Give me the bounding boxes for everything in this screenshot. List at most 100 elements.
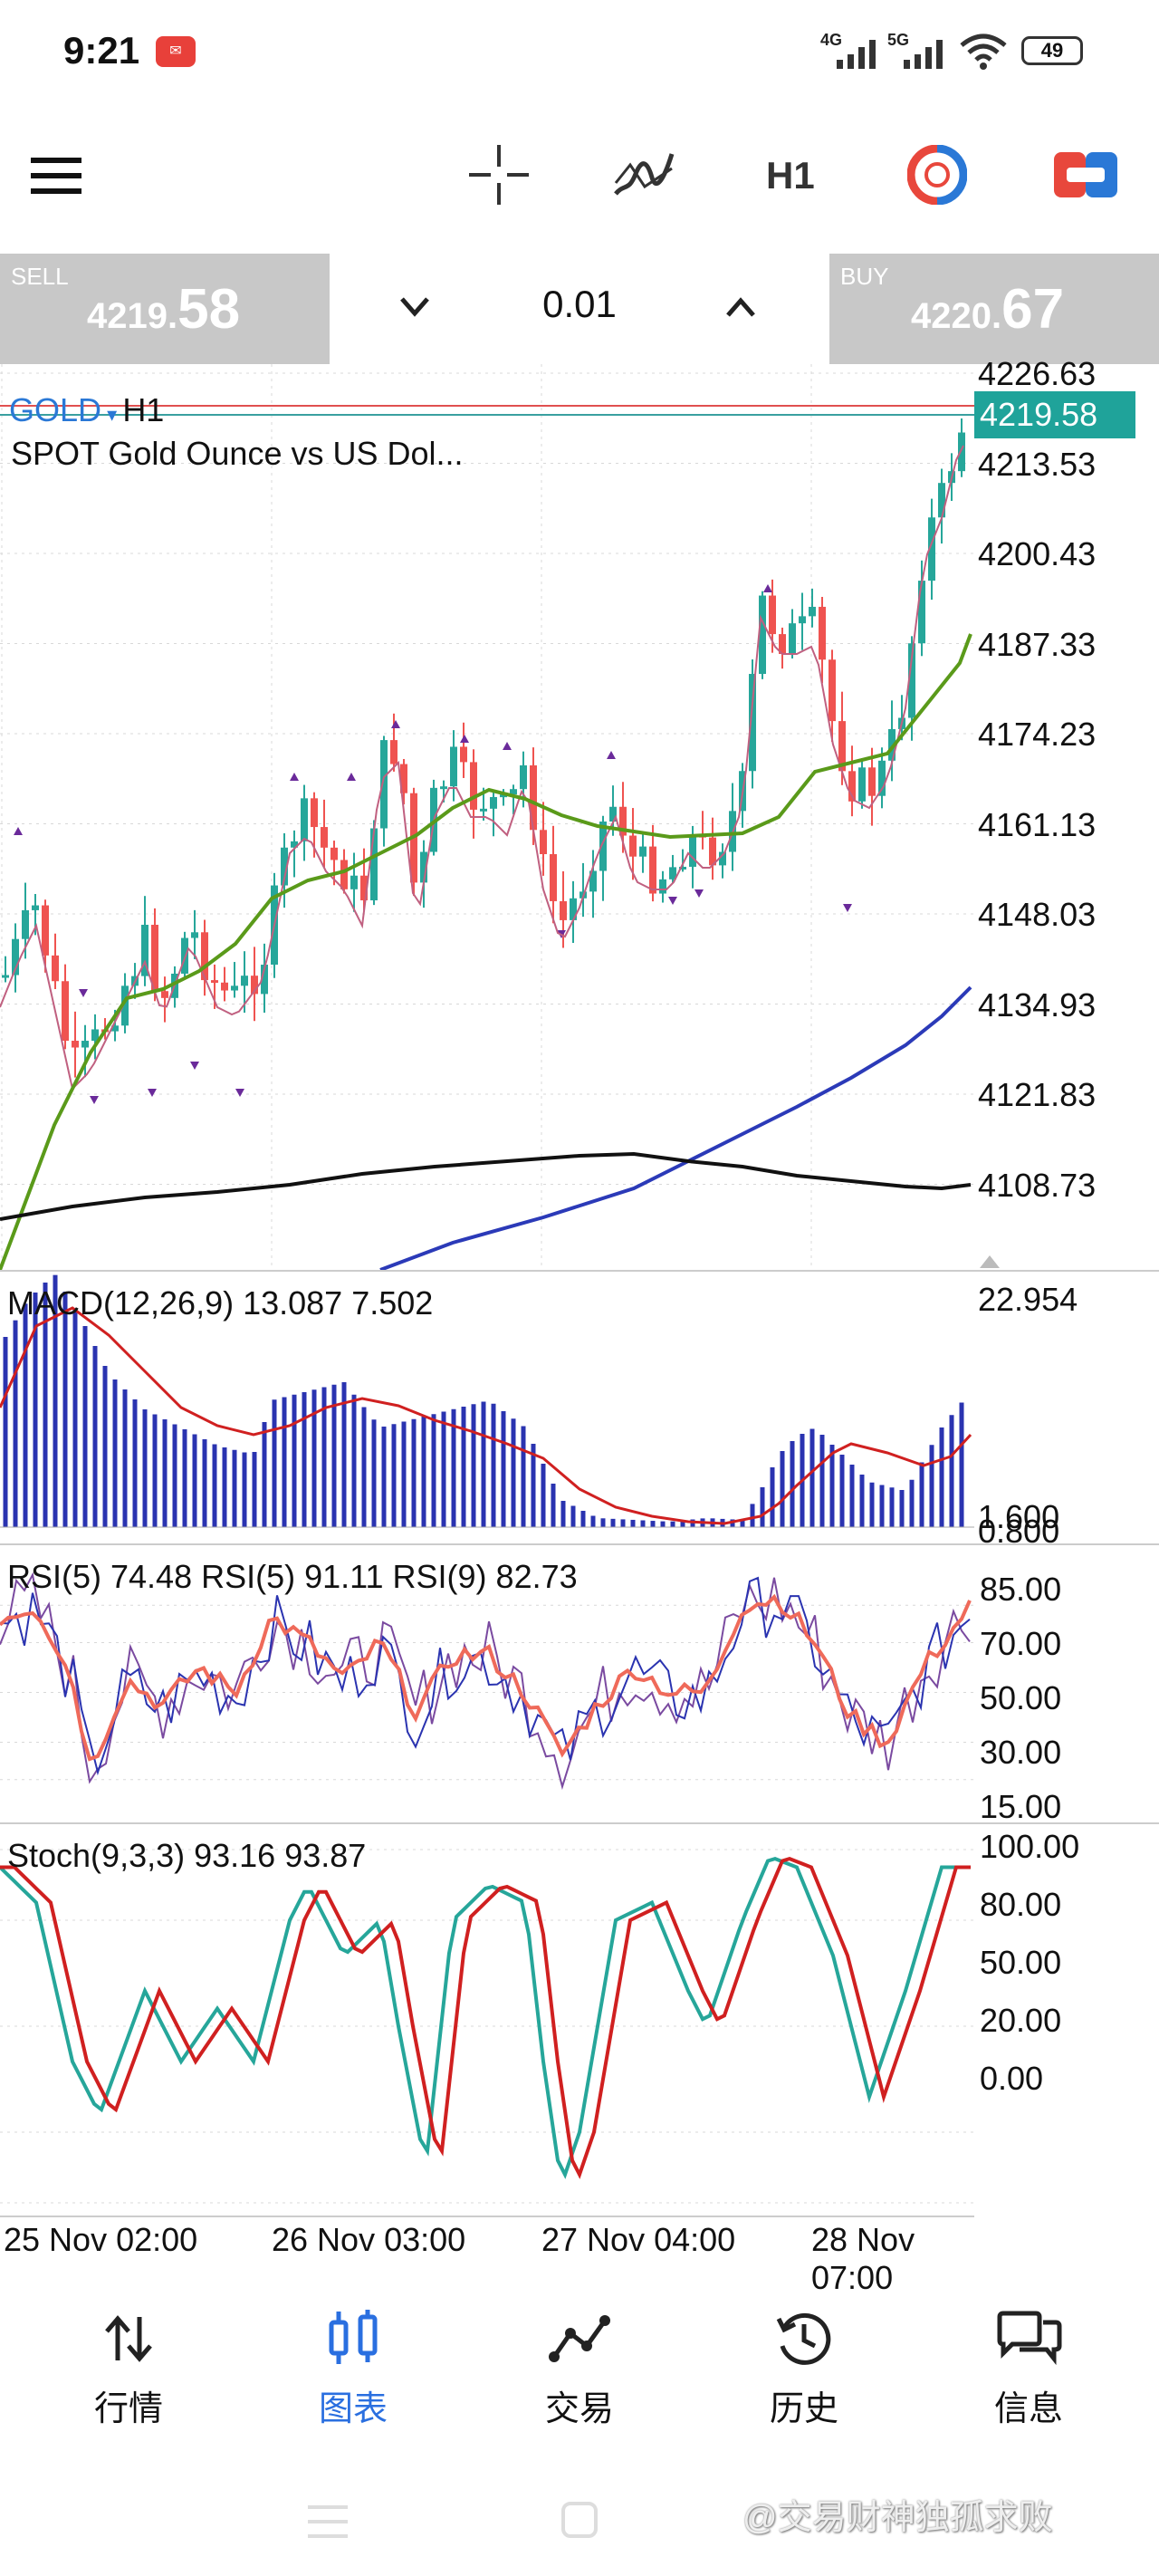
macd-histogram-bar [242,1452,247,1527]
candle-body [330,847,338,860]
rsi-plot [0,1572,974,1791]
sell-button[interactable]: SELL 4219.58 [0,254,330,364]
macd-histogram-bar [33,1293,38,1527]
lot-size-input[interactable]: 0.01 [542,283,617,325]
macd-histogram-bar [272,1399,277,1527]
stoch-panel[interactable]: Stoch(9,3,3) 93.16 93.87 100.00 80.00 50.0… [0,1822,1159,2223]
symbol-label[interactable]: GOLD [9,391,102,428]
nav-history[interactable]: 历史 [714,2264,895,2446]
one-click-trade-icon[interactable] [907,145,967,205]
macd-histogram-bar [541,1464,546,1527]
candle-body [460,746,467,763]
macd-axis-label: 1.600 [978,1498,1060,1535]
rsi-fast-line [0,1572,971,1791]
price-axis[interactable]: 4226.63 4213.53 4200.43 4187.33 4174.23 4161.… [976,355,1159,1270]
candle-body [560,900,567,920]
buy-button[interactable]: BUY 4220.67 [829,254,1159,364]
nav-label: 行情 [93,2390,163,2428]
nav-chart[interactable]: 图表 [263,2264,444,2446]
macd-histogram-bar [859,1475,865,1527]
fractal-marker [503,742,512,750]
rsi-slow-line [0,1593,972,1762]
timeframe-button[interactable]: H1 [766,154,815,197]
status-time: 9:21 [63,29,140,72]
candle-body [908,643,915,718]
quotes-arrows-icon [105,2315,152,2362]
macd-histogram-bar [182,1429,187,1527]
macd-histogram-bar [670,1521,675,1527]
candle-body [370,828,378,901]
symbol-header[interactable]: GOLD ▾ H1 [9,391,165,428]
candle-body [111,1025,119,1032]
home-icon[interactable] [560,2500,599,2540]
macd-panel[interactable]: MACD(12,26,9) 13.087 7.502 22.954 1.600 … [0,1270,1159,1550]
candle-body [450,746,457,787]
rsi-panel[interactable]: RSI(5) 74.48 RSI(5) 91.11 RSI(9) 82.73 8… [0,1543,1159,1825]
macd-histogram-bar [331,1384,337,1527]
rsi-axis-label: 85.00 [980,1571,1062,1608]
signal-bars-icon [837,40,876,69]
candle-body [32,905,39,910]
candle-body [231,985,238,991]
time-axis[interactable]: 25 Nov 02:00 26 Nov 03:00 27 Nov 04:00 2… [0,2216,974,2296]
rsi-axis-label: 70.00 [980,1625,1062,1662]
candle-body [759,595,766,675]
price-axis-label: 4134.93 [978,985,1097,1024]
macd-histogram-bar [491,1403,496,1527]
indicators-icon[interactable] [612,147,675,203]
macd-histogram-bar [142,1409,148,1527]
candle-body [589,870,597,892]
macd-histogram-bar [421,1417,426,1527]
fractal-marker [763,584,772,592]
candle-body [779,634,786,655]
ma-slow-line [379,985,972,1270]
price-chart[interactable]: GOLD ▾ H1 SPOT Gold Ounce vs US Dol... 4… [0,355,1159,1270]
rsi-axis-label: 50.00 [980,1679,1062,1716]
nav-trade[interactable]: 交易 [489,2264,670,2446]
macd-axis-label: 22.954 [978,1281,1078,1318]
chart-timeframe-label: H1 [122,391,165,428]
price-axis-label: 4213.53 [978,445,1097,483]
candle-body [928,517,935,582]
macd-histogram-bar [401,1421,407,1527]
price-axis-label: 4174.23 [978,716,1097,753]
price-axis-label: 4161.13 [978,805,1097,843]
network-4g-label: 4G [820,31,843,49]
crosshair-icon[interactable] [469,145,529,205]
fractal-marker [290,773,299,781]
candle-body [799,616,806,624]
chart-toolbar: H1 [0,118,1159,235]
recent-apps-icon[interactable] [306,2502,350,2542]
price-axis-label: 4187.33 [978,625,1097,663]
chevron-up-icon[interactable] [724,295,757,319]
macd-histogram-bar [939,1427,944,1527]
candle-body [420,851,427,883]
symbol-description: SPOT Gold Ounce vs US Dol... [11,435,464,472]
candle-body [380,740,388,829]
candle-body [42,905,49,956]
nav-messages[interactable]: 信息 [938,2264,1119,2446]
buy-price: 4220.67 [911,278,1065,341]
candle-body [938,483,945,518]
scroll-handle-icon[interactable] [976,1252,1003,1270]
network-5g-label: 5G [887,31,910,49]
rsi-axis-label: 15.00 [980,1788,1062,1825]
macd-histogram-bar [461,1407,466,1527]
nav-quotes[interactable]: 行情 [38,2264,219,2446]
candle-body [360,875,368,901]
candle-body [819,606,826,660]
fractal-marker [668,897,677,905]
macd-histogram-bar [321,1387,327,1527]
candlestick-plot[interactable] [0,364,974,1270]
candle-body [480,808,487,812]
stoch-axis-label: 50.00 [980,1944,1062,1981]
toggle-panel-icon[interactable] [1054,152,1117,197]
ma-fast-line [0,445,964,1091]
candle-body [918,581,925,644]
macd-histogram-bar [889,1487,895,1527]
candle-body [858,767,866,802]
macd-histogram-bar [919,1462,924,1527]
chevron-down-icon[interactable] [398,295,431,319]
candle-body [878,760,886,796]
hamburger-menu-icon[interactable] [31,156,81,196]
